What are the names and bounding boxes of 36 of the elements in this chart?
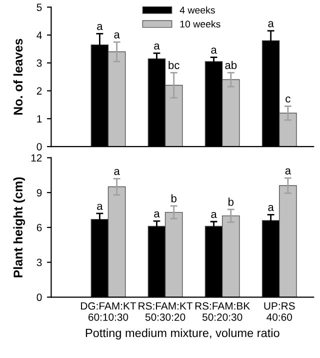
y-tick-label: 5 <box>36 4 42 12</box>
annotation: a <box>97 204 103 210</box>
y-tick-label: 4 <box>36 32 42 39</box>
y-tick-label: 0 <box>36 143 42 150</box>
annotation: a <box>154 211 160 218</box>
annotation: a <box>268 21 274 28</box>
annotation: b <box>171 194 176 202</box>
x-axis-title: Potting medium mixture, volume ratio <box>86 328 280 340</box>
y-tick-label: 0 <box>36 294 42 302</box>
y-tick-label: 9 <box>36 189 42 196</box>
y-tick-label: 1 <box>37 115 42 122</box>
legend-label: 4 weeks <box>180 6 215 14</box>
x-tick-label: RS:FAM:BK 50:20:30 <box>195 302 250 321</box>
y-tick-label: 12 <box>31 154 42 162</box>
y-tick-label: 6 <box>36 224 42 232</box>
annotation: c <box>286 96 290 103</box>
x-tick-label: UP:RS 40:60 <box>264 302 295 321</box>
y-axis-title: Plant height (cm) <box>13 177 26 278</box>
annotation: ab <box>225 60 237 70</box>
annotation: a <box>211 48 217 54</box>
x-tick-label: DG:FAM:KT 60:10:30 <box>81 302 136 321</box>
x-tick-label: RS:FAM:KT 50:30:20 <box>138 302 193 321</box>
y-tick-label: 2 <box>36 87 42 95</box>
legend-label: 10 weeks <box>180 20 220 28</box>
annotation: a <box>97 24 103 30</box>
y-axis-title: No. of leaves <box>13 38 23 115</box>
annotation: a <box>285 168 292 174</box>
annotation: a <box>154 43 160 50</box>
y-tick-label: 3 <box>36 258 42 266</box>
annotation: a <box>114 168 120 176</box>
annotation: bc <box>168 60 180 70</box>
annotation: b <box>228 198 234 206</box>
y-tick-label: 3 <box>36 59 42 67</box>
annotation: a <box>211 212 217 218</box>
annotation: a <box>268 204 274 212</box>
annotation: a <box>114 32 120 38</box>
